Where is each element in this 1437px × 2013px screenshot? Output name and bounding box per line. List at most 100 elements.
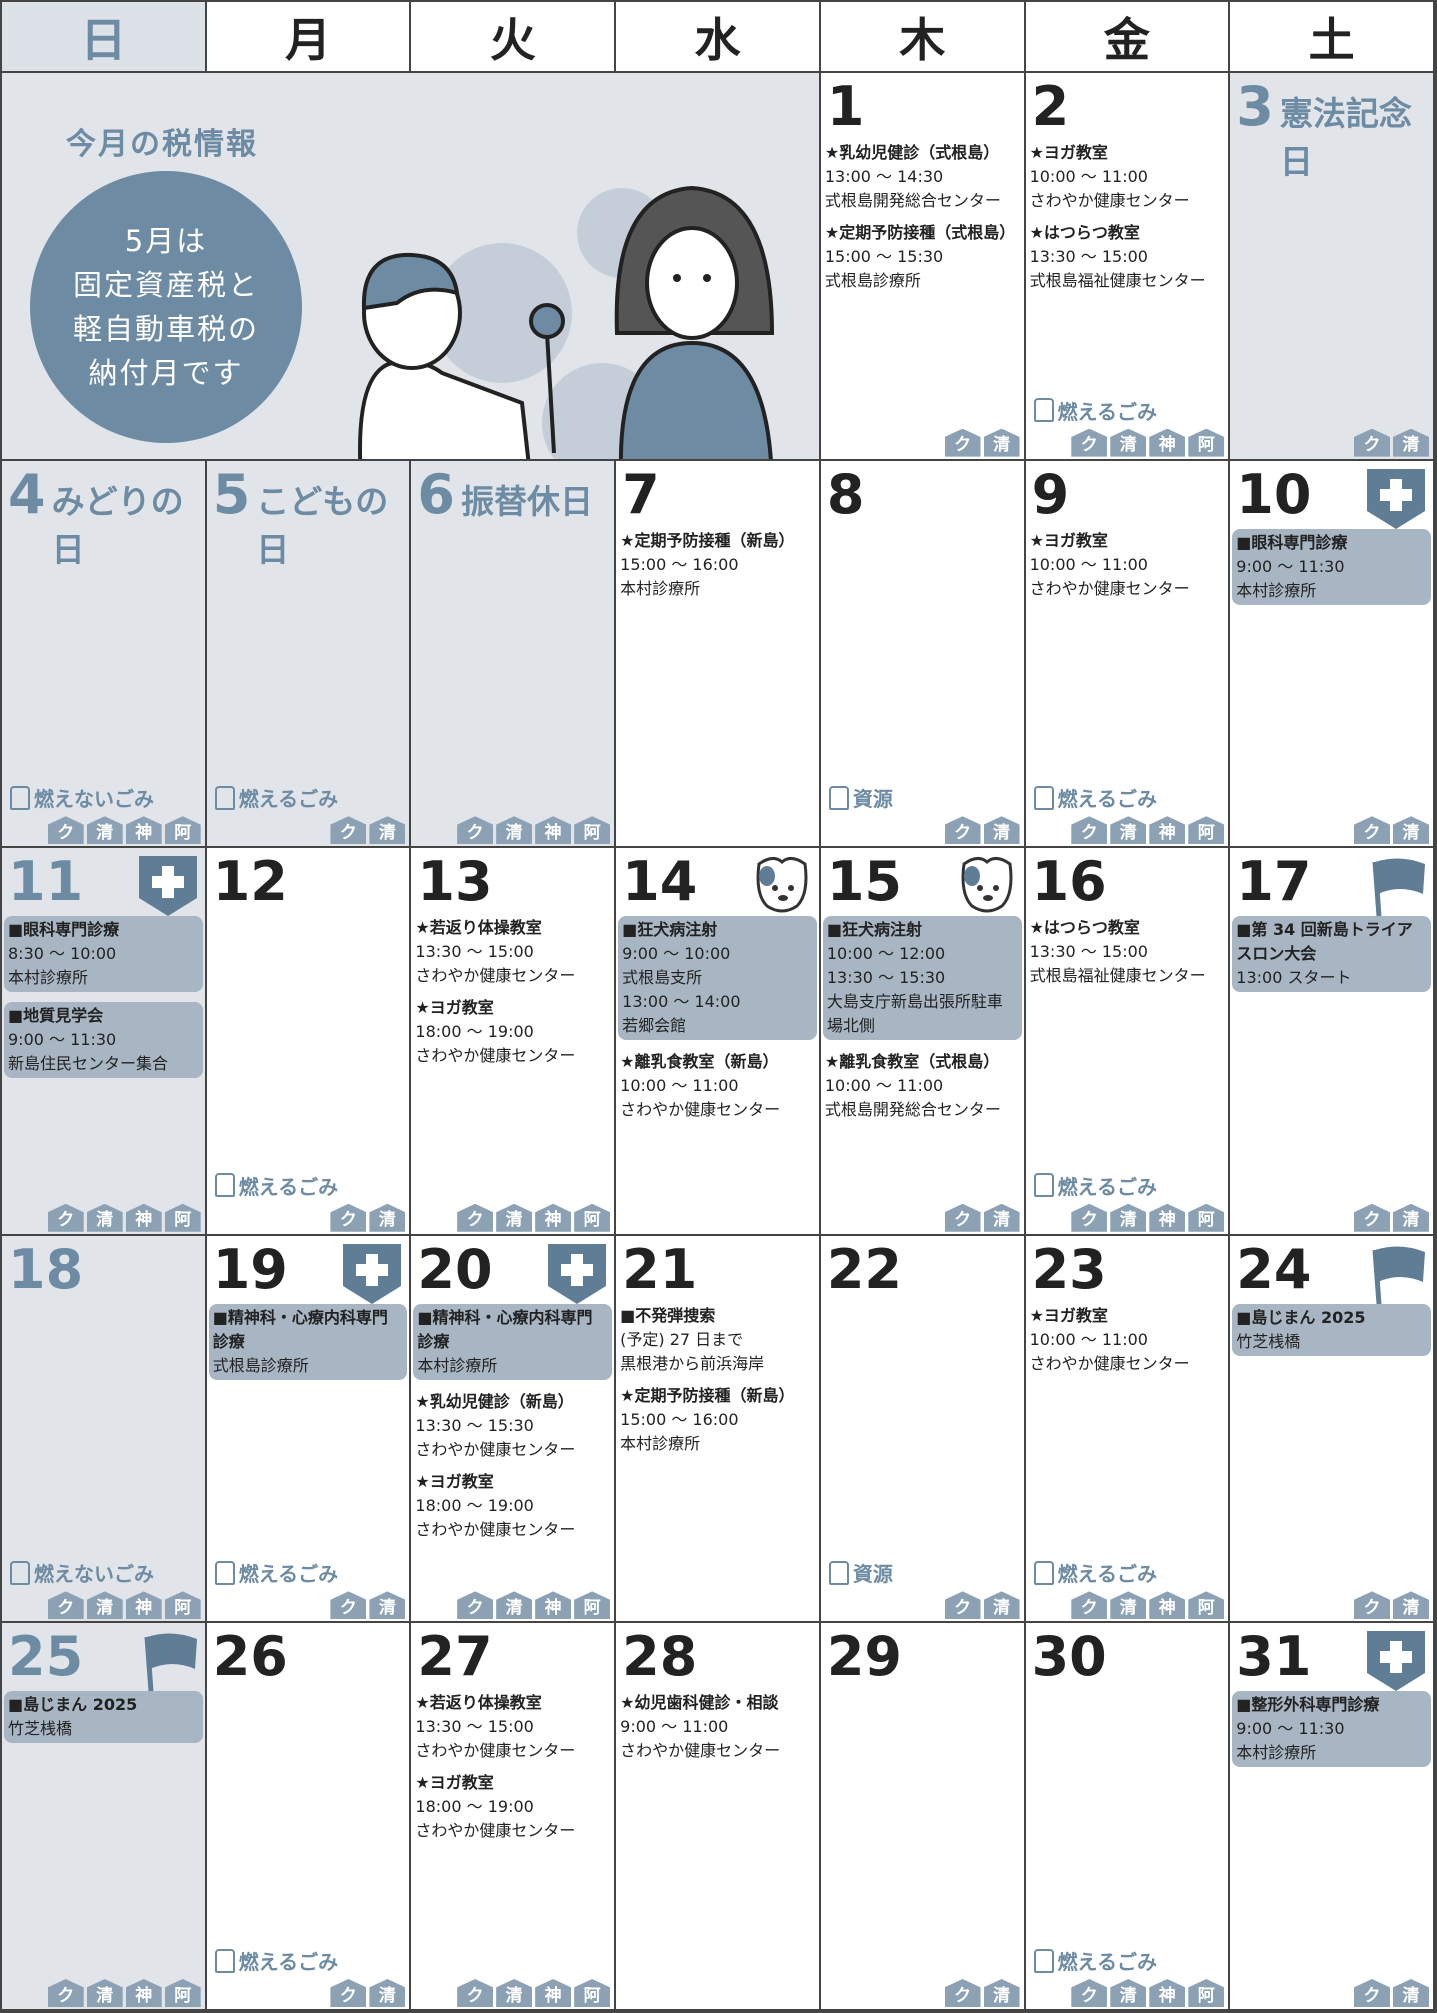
event-title: ■精神科・心療内科専門診療 — [212, 1307, 388, 1351]
event-title: ★ヨガ教室 — [1029, 1305, 1108, 1325]
area-icon: 神 — [125, 1591, 162, 1620]
day-cell: 17 ■第 34 回新島トライアスロン大会 13:00 スタートク清 — [1230, 848, 1435, 1236]
date: 14 — [622, 850, 698, 914]
event: ★ヨガ教室 10:00 〜 11:00 さわやか健康センター — [1026, 1304, 1229, 1376]
garbage-icon — [214, 1560, 235, 1585]
event-line: 本村診療所 — [1236, 1743, 1317, 1763]
event-line: 9:00 〜 11:30 — [1236, 556, 1345, 576]
area-icon: 阿 — [1188, 1203, 1225, 1232]
event-line: 式根島診療所 — [212, 1355, 309, 1375]
day-cell: 2 ★ヨガ教室 10:00 〜 11:00 さわやか健康センター ★はつらつ教室 13:3… — [1025, 73, 1231, 461]
holiday-name: みどりの日 — [51, 481, 184, 569]
date: 23 — [1031, 1237, 1107, 1301]
cell-top: 28 — [616, 1623, 819, 1691]
event-title: ★はつらつ教室 — [1029, 918, 1140, 938]
icon-row: ク清神阿 — [6, 1979, 201, 2007]
garbage: 燃えるごみ — [1033, 1946, 1225, 1975]
area-icon: ク — [1353, 1591, 1390, 1620]
cell-bottom: ク清神阿 — [415, 812, 611, 845]
event-line: 10:00 〜 11:00 — [620, 1076, 739, 1096]
event-line: 式根島福祉健康センター — [1029, 271, 1206, 290]
date: 24 — [1236, 1237, 1312, 1301]
banner-line: 固定資産税と — [72, 268, 259, 302]
cell-bottom: 燃えるごみク清 — [211, 1946, 406, 2007]
area-icon: 神 — [125, 1979, 162, 2007]
banner-circle: 5月は 固定資産税と 軽自動車税の 納付月です — [30, 171, 302, 443]
garbage: 燃えるごみ — [214, 1171, 406, 1200]
area-icon: 神 — [1149, 816, 1186, 845]
garbage: 燃えるごみ — [1033, 1171, 1225, 1200]
event-line: 15:00 〜 16:00 — [620, 1409, 739, 1429]
day-header: 木 — [820, 2, 1026, 73]
date: 4 — [8, 462, 46, 526]
cell-bottom: ク清 — [1234, 1975, 1429, 2007]
date: 28 — [622, 1625, 698, 1689]
event-line: さわやか健康センター — [415, 1439, 576, 1459]
area-icon: 阿 — [164, 816, 201, 845]
area-icon: ク — [1071, 1591, 1108, 1620]
area-icon: ク — [47, 1203, 84, 1232]
day-header: 月 — [206, 2, 412, 73]
event: ■精神科・心療内科専門診療 本村診療所 — [413, 1303, 613, 1380]
event: ■整形外科専門診療 9:00 〜 11:30 本村診療所 — [1232, 1691, 1431, 1768]
garbage: 資源 — [828, 1558, 1020, 1587]
date: 31 — [1236, 1625, 1312, 1689]
area-icon: 阿 — [1188, 1979, 1225, 2007]
date: 25 — [8, 1625, 84, 1689]
event: ★定期予防接種（式根島） 15:00 〜 15:30 式根島診療所 — [821, 221, 1024, 293]
banner-line: 軽自動車税の — [72, 312, 259, 346]
mark — [1365, 467, 1427, 535]
area-icon: ク — [1353, 428, 1390, 457]
area-icon: 阿 — [574, 1979, 611, 2007]
event-line: さわやか健康センター — [1029, 1353, 1190, 1373]
date: 5 — [212, 462, 251, 526]
event-line: 式根島診療所 — [824, 271, 921, 290]
area-icon: 清 — [496, 1979, 533, 2007]
garbage-icon — [1033, 398, 1054, 423]
event-line: 本村診療所 — [620, 1433, 701, 1453]
day-cell: 21 ■不発弾捜索 (予定) 27 日まで 黒根港から前浜海岸 ★定期予防接種（新島） 1… — [616, 1235, 821, 1624]
day-cell: 12 燃えるごみク清 — [206, 848, 412, 1236]
cell-bottom: ク清 — [825, 1975, 1020, 2007]
garbage-label: 燃えるごみ — [238, 787, 339, 812]
date: 22 — [826, 1237, 902, 1301]
area-icon: 阿 — [164, 1203, 201, 1232]
icon-row: ク清 — [1234, 1203, 1429, 1232]
cell-top: 7 — [616, 461, 819, 529]
date: 16 — [1031, 850, 1107, 914]
event-line: 13:00 スタート — [1236, 968, 1352, 988]
garbage: 燃えるごみ — [214, 1558, 406, 1587]
area-icon: ク — [1353, 1203, 1390, 1232]
flag-icon — [144, 1633, 197, 1692]
cell-top: 25 — [2, 1623, 205, 1691]
icon-row: ク清 — [1234, 428, 1429, 457]
event-title: ★幼児歯科健診・相談 — [620, 1693, 779, 1713]
icon-row: ク清神阿 — [415, 816, 611, 845]
event-title: ★若返り体操教室 — [415, 1693, 542, 1713]
mark — [1365, 1242, 1427, 1310]
event-line: さわやか健康センター — [1029, 191, 1190, 210]
cell-top: 21 — [616, 1236, 819, 1304]
date: 15 — [826, 850, 902, 914]
mark — [137, 854, 199, 922]
event-line: 9:00 〜 11:30 — [1236, 1719, 1345, 1739]
cell-top: 11 — [2, 848, 205, 916]
area-icon: ク — [944, 816, 981, 845]
area-icon: ク — [944, 1591, 981, 1620]
medical-icon — [1366, 468, 1425, 529]
area-icon: 清 — [1110, 1203, 1147, 1232]
area-icon: 清 — [1110, 1591, 1147, 1620]
cell-bottom: 燃えないごみク清神阿 — [6, 783, 201, 845]
event: ■島じまん 2025 竹芝桟橋 — [4, 1691, 203, 1744]
area-icon: 阿 — [1188, 428, 1225, 457]
area-icon: ク — [1071, 1979, 1108, 2007]
area-icon: 清 — [1392, 1591, 1429, 1620]
area-icon: 清 — [1392, 1979, 1429, 2007]
cell-top: 10 — [1230, 461, 1433, 529]
garbage-label: 資源 — [852, 1562, 893, 1587]
icon-row: ク清神阿 — [6, 1203, 201, 1232]
cell-bottom: ク清 — [1234, 425, 1429, 457]
date: 27 — [417, 1625, 493, 1689]
garbage-icon — [214, 1173, 235, 1198]
